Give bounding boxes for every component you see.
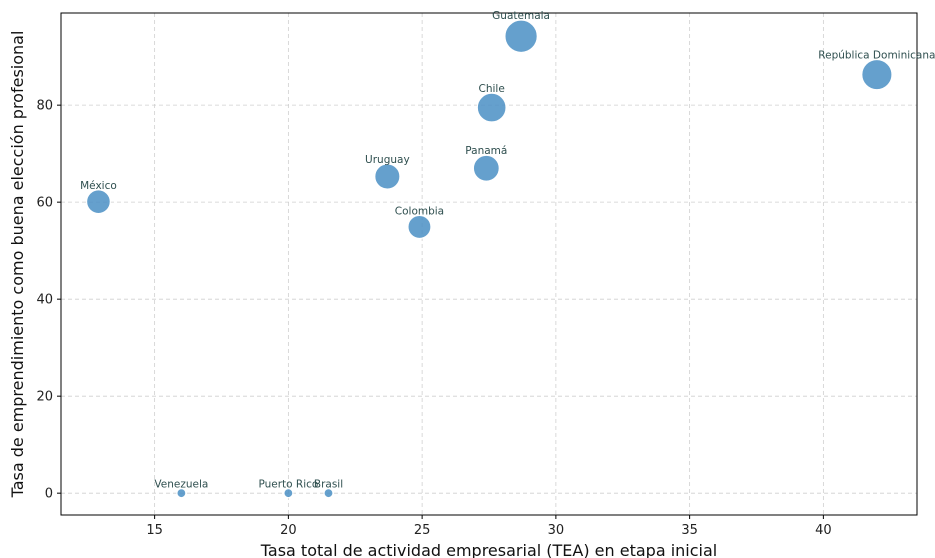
point-label: Uruguay	[365, 154, 410, 166]
x-tick-label: 15	[146, 523, 163, 538]
y-tick-label: 0	[45, 487, 53, 502]
data-point	[176, 488, 187, 499]
data-point	[861, 58, 893, 91]
y-tick-label: 80	[36, 99, 53, 114]
data-point	[407, 214, 432, 240]
point-label: Guatemala	[492, 10, 550, 22]
data-points	[85, 19, 893, 499]
x-tick-label: 35	[681, 523, 698, 538]
x-tick-label: 25	[414, 523, 431, 538]
data-point	[323, 488, 334, 499]
x-axis-ticks: 15 20 25 30 35 40	[146, 515, 832, 538]
plot-area-frame	[60, 12, 918, 516]
data-point	[85, 189, 111, 215]
y-tick-label: 60	[36, 196, 53, 211]
data-point	[472, 154, 500, 182]
y-axis-ticks: 0 20 40 60 80	[36, 99, 61, 502]
point-label: Colombia	[395, 205, 444, 217]
point-label: Brasil	[314, 479, 343, 491]
point-label: Venezuela	[154, 479, 208, 491]
point-label: México	[80, 180, 117, 192]
x-tick-label: 20	[280, 523, 297, 538]
y-axis-label: Tasa de emprendimiento como buena elecci…	[8, 31, 27, 499]
x-tick-label: 40	[815, 523, 832, 538]
point-label: Puerto Rico	[258, 479, 318, 491]
point-label: Panamá	[465, 145, 507, 157]
data-point	[374, 163, 401, 190]
point-label: República Dominicana	[818, 49, 935, 61]
y-tick-label: 20	[36, 390, 53, 405]
x-tick-label: 30	[548, 523, 565, 538]
data-point	[476, 92, 507, 123]
data-point	[283, 488, 294, 499]
point-labels: Guatemala República Dominicana Chile Panamá…	[80, 10, 935, 491]
data-point	[504, 19, 538, 54]
y-tick-label: 40	[36, 293, 53, 308]
point-label: Chile	[479, 83, 505, 95]
x-axis-label: Tasa total de actividad empresarial (TEA…	[260, 541, 717, 558]
